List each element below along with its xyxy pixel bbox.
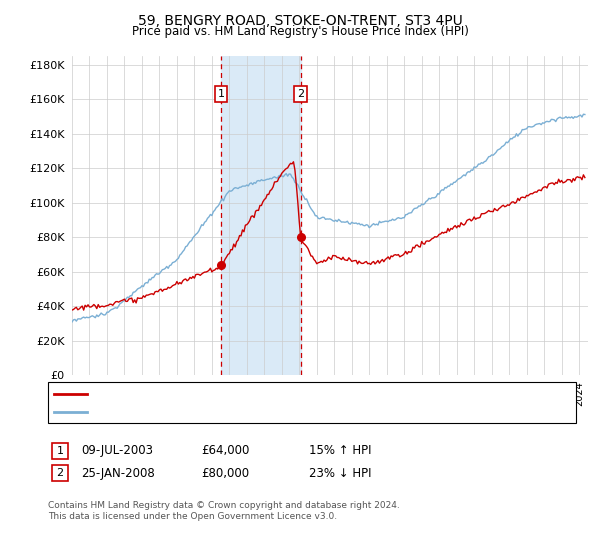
Text: 25-JAN-2008: 25-JAN-2008 xyxy=(81,466,155,480)
Text: 59, BENGRY ROAD, STOKE-ON-TRENT, ST3 4PU (semi-detached house): 59, BENGRY ROAD, STOKE-ON-TRENT, ST3 4PU… xyxy=(93,389,460,399)
Text: £80,000: £80,000 xyxy=(201,466,249,480)
Text: Price paid vs. HM Land Registry's House Price Index (HPI): Price paid vs. HM Land Registry's House … xyxy=(131,25,469,38)
Text: 23% ↓ HPI: 23% ↓ HPI xyxy=(309,466,371,480)
Text: 2: 2 xyxy=(56,468,64,478)
Text: Contains HM Land Registry data © Crown copyright and database right 2024.
This d: Contains HM Land Registry data © Crown c… xyxy=(48,501,400,521)
Text: HPI: Average price, semi-detached house, Stoke-on-Trent: HPI: Average price, semi-detached house,… xyxy=(93,407,389,417)
Text: 1: 1 xyxy=(218,89,224,99)
Text: £64,000: £64,000 xyxy=(201,444,250,458)
Text: 1: 1 xyxy=(56,446,64,456)
Text: 2: 2 xyxy=(297,89,304,99)
Text: 15% ↑ HPI: 15% ↑ HPI xyxy=(309,444,371,458)
Bar xyxy=(221,56,301,375)
Text: 09-JUL-2003: 09-JUL-2003 xyxy=(81,444,153,458)
Text: 59, BENGRY ROAD, STOKE-ON-TRENT, ST3 4PU: 59, BENGRY ROAD, STOKE-ON-TRENT, ST3 4PU xyxy=(137,14,463,28)
